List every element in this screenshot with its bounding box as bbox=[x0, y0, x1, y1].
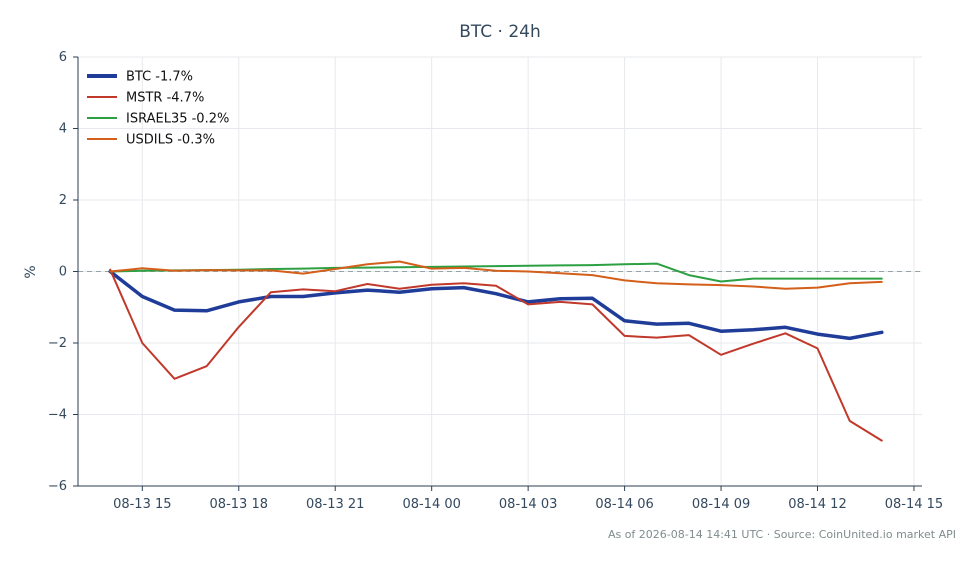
legend-label: MSTR -4.7% bbox=[126, 91, 204, 106]
x-tick-label: 08-13 21 bbox=[306, 497, 364, 512]
x-tick-label: 08-13 18 bbox=[210, 497, 268, 512]
y-tick-label: 6 bbox=[59, 50, 67, 65]
x-tick-label: 08-14 09 bbox=[692, 497, 750, 512]
x-tick-label: 08-14 06 bbox=[595, 497, 653, 512]
x-tick-label: 08-14 00 bbox=[402, 497, 460, 512]
series-line-3 bbox=[109, 262, 883, 283]
y-axis-label: % bbox=[23, 265, 39, 278]
series-line-1 bbox=[108, 269, 884, 341]
x-tick-label: 08-14 03 bbox=[499, 497, 557, 512]
y-tick-label: −6 bbox=[48, 479, 67, 494]
y-tick-label: −2 bbox=[48, 336, 67, 351]
legend-label: ISRAEL35 -0.2% bbox=[126, 112, 229, 127]
legend-label: BTC -1.7% bbox=[126, 70, 193, 85]
legend: BTC -1.7% MSTR -4.7% ISRAEL35 -0.2% USDILS … bbox=[87, 70, 229, 148]
source-note: As of 2026-08-14 14:41 UTC · Source: Coi… bbox=[608, 528, 956, 541]
series-line-4 bbox=[109, 260, 883, 290]
y-tick-label: 2 bbox=[59, 193, 67, 208]
x-tick-label: 08-13 15 bbox=[113, 497, 171, 512]
y-tick-label: 4 bbox=[59, 122, 67, 137]
series-lines bbox=[108, 260, 884, 442]
series-line-2 bbox=[109, 268, 883, 442]
chart-title: BTC · 24h bbox=[459, 22, 541, 42]
axes: −6 −4 −2 0 2 4 6 08-13 15 08-13 18 08-13 21 08-14 … bbox=[48, 50, 943, 512]
y-tick-label: −4 bbox=[48, 408, 67, 423]
legend-label: USDILS -0.3% bbox=[126, 133, 215, 148]
y-tick-label: 0 bbox=[59, 265, 67, 280]
x-tick-label: 08-14 15 bbox=[885, 497, 943, 512]
x-tick-label: 08-14 12 bbox=[788, 497, 846, 512]
